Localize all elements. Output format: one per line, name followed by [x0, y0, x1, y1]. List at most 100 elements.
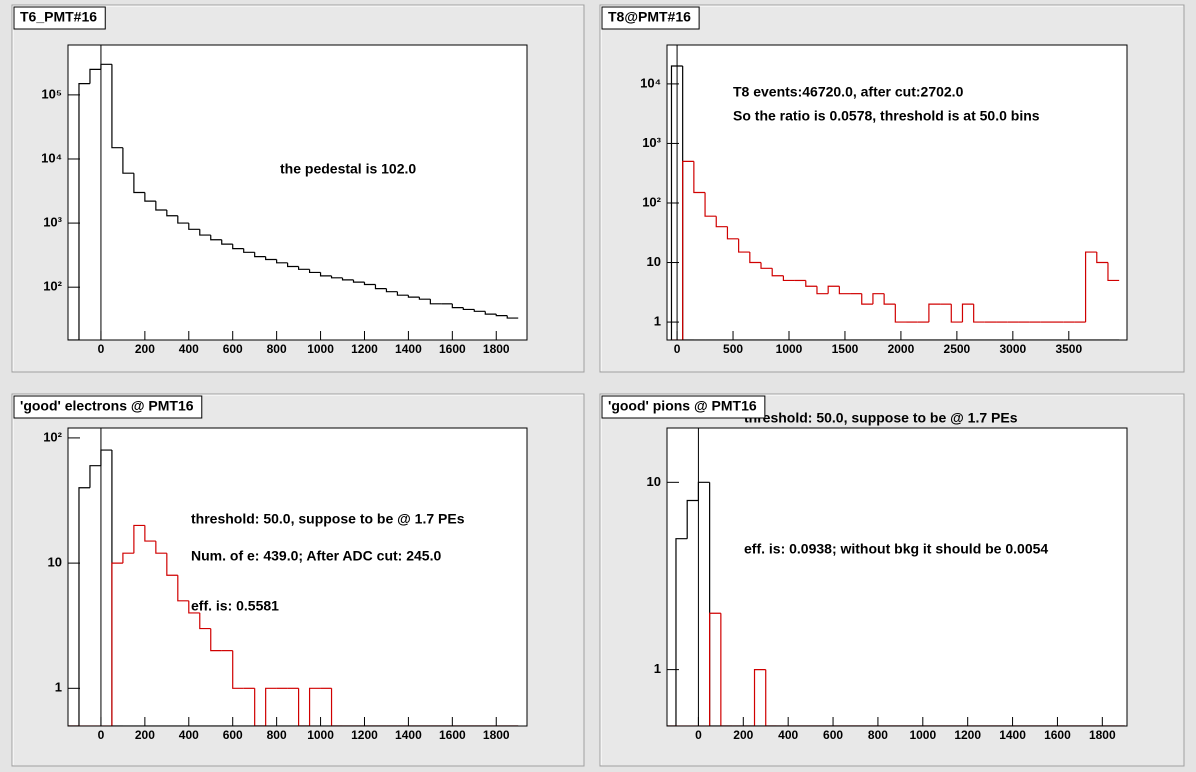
histogram-bin: [429, 299, 442, 305]
histogram-bin: [495, 314, 508, 317]
x-tick-label: 1800: [483, 342, 510, 356]
pad-bevel: [600, 5, 1183, 371]
histogram-bin: [726, 226, 739, 240]
plot-area-border: [67, 44, 528, 341]
histogram-bin: [883, 293, 896, 305]
histogram-bin: [771, 268, 784, 277]
x-tick-label: 1400: [999, 728, 1026, 742]
histogram-bin: [297, 266, 310, 270]
histogram-bin: [805, 280, 817, 287]
histogram-bin: [276, 259, 288, 264]
histogram-bin: [308, 687, 321, 726]
x-tick-label: 400: [179, 728, 199, 742]
x-tick-label: 0: [98, 342, 105, 356]
histogram-bin: [133, 524, 145, 554]
x-tick-label: 1500: [832, 342, 859, 356]
x-tick-label: 1000: [307, 728, 334, 742]
histogram-bin: [749, 252, 762, 264]
histogram-bin: [407, 295, 420, 298]
histogram-bin: [243, 248, 255, 253]
histogram-bin: [451, 303, 464, 309]
x-tick-label: 600: [223, 728, 243, 742]
histogram-bin: [894, 304, 907, 323]
x-tick-label: 2500: [944, 342, 971, 356]
pad: 0 200 400 600 800 1000 1200 1400 1600 1800 10² 10³ 1…: [11, 4, 585, 373]
x-tick-label: 800: [267, 342, 287, 356]
histogram-bin: [765, 669, 777, 726]
title-box: [601, 6, 700, 30]
plot-area: [67, 427, 528, 727]
x-tick-label: 1800: [1089, 728, 1116, 742]
annotation: threshold: 50.0, suppose to be @ 1.7 PEs: [191, 511, 465, 527]
histogram-bin: [199, 612, 211, 630]
x-tick-label: 3500: [1055, 342, 1082, 356]
y-tick-label: 10: [48, 555, 62, 570]
histogram-bin: [682, 160, 694, 340]
x-tick-label: 1600: [439, 728, 466, 742]
histogram-bin: [254, 688, 266, 726]
plot-area-border: [666, 427, 1128, 727]
histogram-bin: [682, 65, 694, 340]
annotation: threshold: 50.0, suppose to be @ 1.7 PEs: [744, 410, 1018, 426]
plot: [670, 45, 1120, 340]
x-tick-label: 1200: [351, 728, 378, 742]
y-tick-label: 10: [647, 254, 661, 269]
histogram-bin: [133, 173, 145, 194]
histogram-bin: [78, 487, 90, 726]
histogram-bin: [210, 235, 222, 241]
y-tick-label: 10²: [43, 279, 62, 294]
chart-title: T6_PMT#16: [20, 9, 97, 25]
x-tick-label: 2000: [888, 342, 915, 356]
y-tick-label: 1: [654, 314, 661, 329]
histogram-bin: [363, 282, 376, 286]
histogram-bin: [78, 82, 90, 340]
histogram-bin: [738, 238, 750, 253]
histogram-bin: [155, 541, 167, 554]
histogram-bin: [693, 161, 706, 194]
histogram-bin: [330, 688, 343, 726]
histogram-bin: [177, 215, 189, 224]
pad: 0 500 1000 1500 2000 2500 3000 3500 1 10 10² 10³ 10⁴…: [599, 4, 1185, 373]
y-tick-label: 10⁵: [41, 86, 62, 101]
histogram-bin: [950, 304, 963, 323]
histogram-bin: [838, 286, 851, 295]
histogram-bin: [297, 688, 310, 726]
pad-bevel: [12, 394, 583, 765]
histogram-bin: [928, 303, 941, 323]
histogram-bin: [715, 216, 728, 228]
histogram-bin: [341, 277, 354, 281]
histogram-bin: [872, 293, 885, 305]
x-tick-label: 0: [98, 728, 105, 742]
plot: [667, 428, 1125, 726]
histogram-bin: [166, 210, 178, 217]
annotation: So the ratio is 0.0578, threshold is at …: [733, 108, 1040, 124]
y-tick-label: 10³: [642, 135, 661, 150]
title-box: [13, 395, 203, 419]
histogram-bin: [122, 552, 134, 564]
y-tick-label: 10⁴: [41, 150, 62, 165]
x-tick-label: 1200: [351, 342, 378, 356]
plot-area-border: [67, 427, 528, 727]
annotation: eff. is: 0.0938; without bkg it should b…: [744, 541, 1048, 557]
pad: 0 200 400 600 800 1000 1200 1400 1600 1800 1 10 thre…: [599, 393, 1185, 767]
histogram-bin: [89, 465, 101, 488]
histogram-bin: [188, 600, 200, 614]
histogram-bin: [265, 687, 277, 726]
x-tick-label: 3000: [999, 342, 1026, 356]
x-tick-label: 400: [179, 342, 199, 356]
x-tick-label: 0: [695, 728, 702, 742]
histogram-bin: [330, 275, 343, 279]
histogram-bin: [861, 293, 873, 305]
histogram-bin: [484, 311, 497, 315]
histogram-bin: [199, 229, 211, 236]
x-tick-label: 0: [674, 342, 681, 356]
histogram-bin: [675, 538, 688, 726]
histogram-bin: [287, 262, 299, 268]
histogram-bin: [1096, 252, 1108, 264]
y-tick-label: 1: [654, 661, 661, 676]
histogram-bin: [232, 650, 244, 689]
annotation: the pedestal is 102.0: [280, 161, 416, 177]
histogram-bin: [1084, 251, 1097, 323]
histogram-bin: [308, 269, 321, 274]
